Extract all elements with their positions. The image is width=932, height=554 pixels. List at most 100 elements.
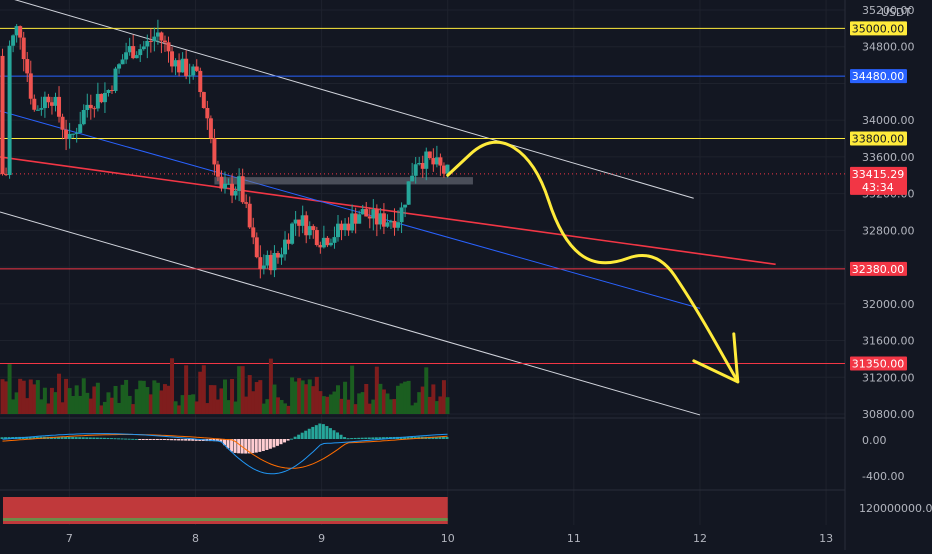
volume-bar (410, 405, 415, 414)
candle-body (99, 93, 104, 103)
price-tick-label: 31600.00 (862, 335, 915, 348)
price-tick-label: 33600.00 (862, 151, 915, 164)
volume-bar (198, 371, 203, 414)
volume-bar (85, 392, 90, 414)
volume-bar (88, 398, 93, 414)
candle-body (155, 32, 160, 37)
macd-histogram-bar (297, 434, 301, 439)
volume-bar (113, 385, 118, 414)
macd-histogram-bar (413, 436, 417, 439)
candle-body (49, 102, 54, 106)
macd-histogram-bar (173, 439, 177, 441)
macd-histogram-bar (212, 439, 216, 442)
macd-histogram-bar (138, 439, 142, 440)
volume-bar (336, 385, 340, 414)
volume-bar (350, 365, 355, 414)
volume-bar (438, 396, 443, 414)
candle-body (106, 90, 111, 93)
volume-bar (67, 388, 72, 414)
candle-body (357, 214, 362, 224)
candle-body (233, 190, 238, 196)
macd-histogram-bar (441, 436, 445, 439)
current-price-label: 33415.29 (852, 168, 905, 181)
volume-bar (64, 378, 69, 414)
macd-histogram-bar (57, 436, 61, 439)
level-tag (850, 261, 907, 276)
macd-histogram-bar (325, 426, 329, 439)
candle-body (403, 204, 408, 208)
macd-histogram-bar (60, 436, 64, 439)
macd-histogram-bar (35, 436, 39, 439)
volume-bar (148, 394, 153, 414)
candle-body (293, 219, 298, 224)
candle-body (64, 129, 69, 140)
level-tag (850, 356, 907, 371)
volume-bar (237, 366, 242, 414)
volume-bar (14, 392, 19, 414)
volume-bar (120, 384, 125, 414)
candle-body (177, 60, 182, 73)
volume-bar (215, 399, 220, 414)
candle-body (166, 42, 171, 52)
candle-body (258, 257, 263, 269)
macd-histogram-bar (268, 439, 272, 449)
candle-body (321, 237, 326, 248)
candle-body (124, 52, 129, 60)
candle-body (138, 49, 143, 56)
candle-body (300, 215, 305, 226)
volume-bar (261, 403, 266, 414)
candle-body (141, 46, 146, 50)
macd-histogram-bar (64, 436, 68, 439)
volume-bar (53, 392, 58, 414)
volume-bar (49, 387, 54, 414)
price-tick-label: 34000.00 (862, 114, 915, 127)
indicator-tick-label: 120000000.00 (859, 502, 932, 515)
macd-histogram-bar (184, 439, 188, 441)
macd-histogram-bar (374, 437, 378, 439)
volume-bar (166, 385, 171, 414)
volume-bar (417, 392, 422, 414)
candle-body (212, 138, 217, 165)
candle-body (413, 164, 418, 176)
candle-body (240, 176, 245, 203)
volume-bar (367, 403, 372, 414)
volume-bar (131, 404, 136, 414)
macd-histogram-bar (109, 438, 113, 440)
candle-body (0, 55, 5, 175)
macd-histogram-bar (403, 436, 407, 439)
price-axis: USDT35200.0034800.0034000.0033600.003320… (850, 4, 932, 515)
macd-histogram-bar (106, 437, 110, 439)
volume-bar (180, 395, 185, 414)
volume-bar (251, 391, 256, 414)
volume-bar (325, 396, 330, 414)
time-tick-label: 12 (693, 532, 707, 545)
candle-body (254, 237, 259, 258)
volume-bar (18, 378, 23, 414)
macd-histogram-bar (275, 439, 279, 446)
trendline (14, 0, 694, 199)
candle-body (201, 92, 206, 108)
macd-histogram-bar (279, 439, 283, 445)
volume-bar (353, 404, 358, 414)
volume-bar (134, 389, 139, 414)
volume-bar (173, 401, 178, 414)
candle-body (353, 213, 358, 224)
macd-histogram-bar (286, 439, 290, 441)
volume-bar (360, 392, 365, 414)
projection-arrow (446, 140, 740, 384)
volume-bar (343, 381, 348, 414)
candle-body (191, 66, 196, 76)
macd-histogram-bar (113, 438, 117, 440)
candle-body (170, 51, 175, 67)
volume-bar (371, 399, 376, 414)
level-tag (850, 131, 907, 146)
macd-histogram-bar (371, 437, 375, 439)
volume-bar (208, 385, 213, 414)
volume-bar (283, 403, 288, 414)
candle-body (39, 108, 44, 110)
volume-bar (328, 394, 333, 414)
macd-histogram-bar (254, 439, 258, 453)
candle-body (28, 73, 33, 99)
candle-body (336, 223, 340, 238)
